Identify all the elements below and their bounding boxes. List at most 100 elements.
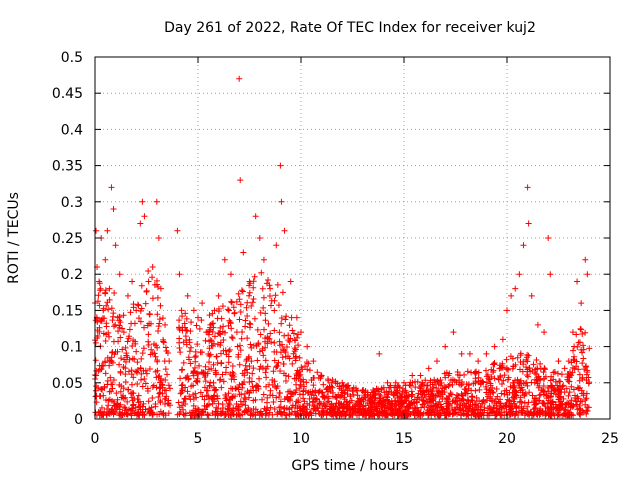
- data-point: [112, 321, 119, 328]
- data-point: [244, 369, 251, 376]
- data-point: [565, 371, 572, 378]
- data-point: [102, 396, 109, 403]
- data-point: [264, 399, 271, 406]
- data-point: [500, 377, 507, 384]
- data-point: [547, 271, 554, 278]
- data-point: [400, 407, 407, 414]
- data-point: [417, 372, 424, 379]
- data-point: [201, 384, 208, 391]
- data-point: [190, 407, 197, 414]
- data-point: [267, 302, 274, 309]
- x-tick-label: 5: [194, 431, 203, 447]
- data-point: [289, 402, 296, 409]
- data-point: [103, 302, 110, 309]
- data-point: [149, 395, 156, 402]
- data-point: [176, 317, 183, 324]
- data-point: [327, 387, 334, 394]
- data-point: [229, 369, 236, 376]
- data-point: [219, 401, 226, 408]
- data-point: [575, 385, 582, 392]
- data-point: [210, 320, 217, 327]
- data-point: [242, 362, 249, 369]
- data-point: [320, 400, 327, 407]
- data-point: [108, 184, 115, 191]
- data-point: [176, 271, 183, 278]
- data-point: [526, 365, 533, 372]
- data-point: [230, 373, 237, 380]
- data-point: [134, 369, 141, 376]
- data-point: [239, 380, 246, 387]
- data-point: [229, 362, 236, 369]
- data-point: [292, 346, 299, 353]
- data-point: [310, 382, 317, 389]
- data-point: [182, 310, 189, 317]
- data-point: [570, 356, 577, 363]
- data-point: [321, 394, 328, 401]
- y-tick-label: 0.5: [61, 50, 83, 66]
- data-point: [235, 290, 242, 297]
- data-point: [175, 399, 182, 406]
- data-point: [218, 359, 225, 366]
- data-point: [124, 398, 131, 405]
- data-point: [519, 386, 526, 393]
- data-point: [176, 345, 183, 352]
- data-point: [198, 369, 205, 376]
- data-point: [204, 412, 211, 419]
- data-point: [568, 359, 575, 366]
- data-point: [139, 383, 146, 390]
- data-point: [230, 393, 237, 400]
- data-point: [107, 374, 114, 381]
- data-point: [225, 348, 232, 355]
- data-point: [135, 392, 142, 399]
- data-point: [123, 350, 130, 357]
- data-point: [536, 392, 543, 399]
- data-point: [276, 389, 283, 396]
- data-point: [575, 339, 582, 346]
- data-point: [112, 242, 119, 249]
- data-point: [434, 411, 441, 418]
- data-point: [268, 297, 275, 304]
- data-point: [159, 315, 166, 322]
- data-point: [248, 378, 255, 385]
- data-point: [578, 398, 585, 405]
- data-point: [486, 405, 493, 412]
- data-point: [124, 292, 131, 299]
- data-point: [182, 333, 189, 340]
- data-point: [151, 340, 157, 347]
- data-point: [524, 372, 531, 379]
- data-point: [93, 383, 100, 390]
- data-point: [348, 397, 355, 404]
- data-point: [495, 376, 502, 383]
- data-point: [143, 370, 150, 377]
- data-point: [95, 292, 102, 299]
- data-point: [137, 398, 144, 405]
- data-point: [139, 403, 146, 410]
- data-point: [512, 285, 519, 292]
- data-point: [580, 409, 587, 416]
- data-point: [435, 381, 442, 388]
- data-point: [548, 382, 555, 389]
- data-point: [206, 312, 213, 319]
- data-point: [102, 287, 109, 294]
- data-point: [108, 408, 115, 415]
- data-point: [516, 366, 523, 373]
- data-point: [153, 198, 160, 205]
- data-point: [524, 358, 531, 365]
- data-point: [544, 384, 551, 391]
- data-point: [350, 391, 357, 398]
- data-point: [537, 377, 544, 383]
- data-point: [124, 338, 131, 345]
- data-point: [577, 325, 584, 332]
- data-point: [120, 385, 127, 392]
- data-point: [110, 377, 117, 384]
- data-point: [559, 412, 566, 419]
- data-point: [579, 349, 586, 356]
- data-point: [460, 407, 467, 414]
- data-point: [390, 392, 397, 399]
- data-point: [246, 378, 253, 385]
- data-point: [395, 412, 402, 419]
- data-point: [332, 394, 339, 401]
- data-point: [236, 316, 243, 323]
- data-point: [183, 374, 190, 381]
- data-point: [222, 412, 229, 419]
